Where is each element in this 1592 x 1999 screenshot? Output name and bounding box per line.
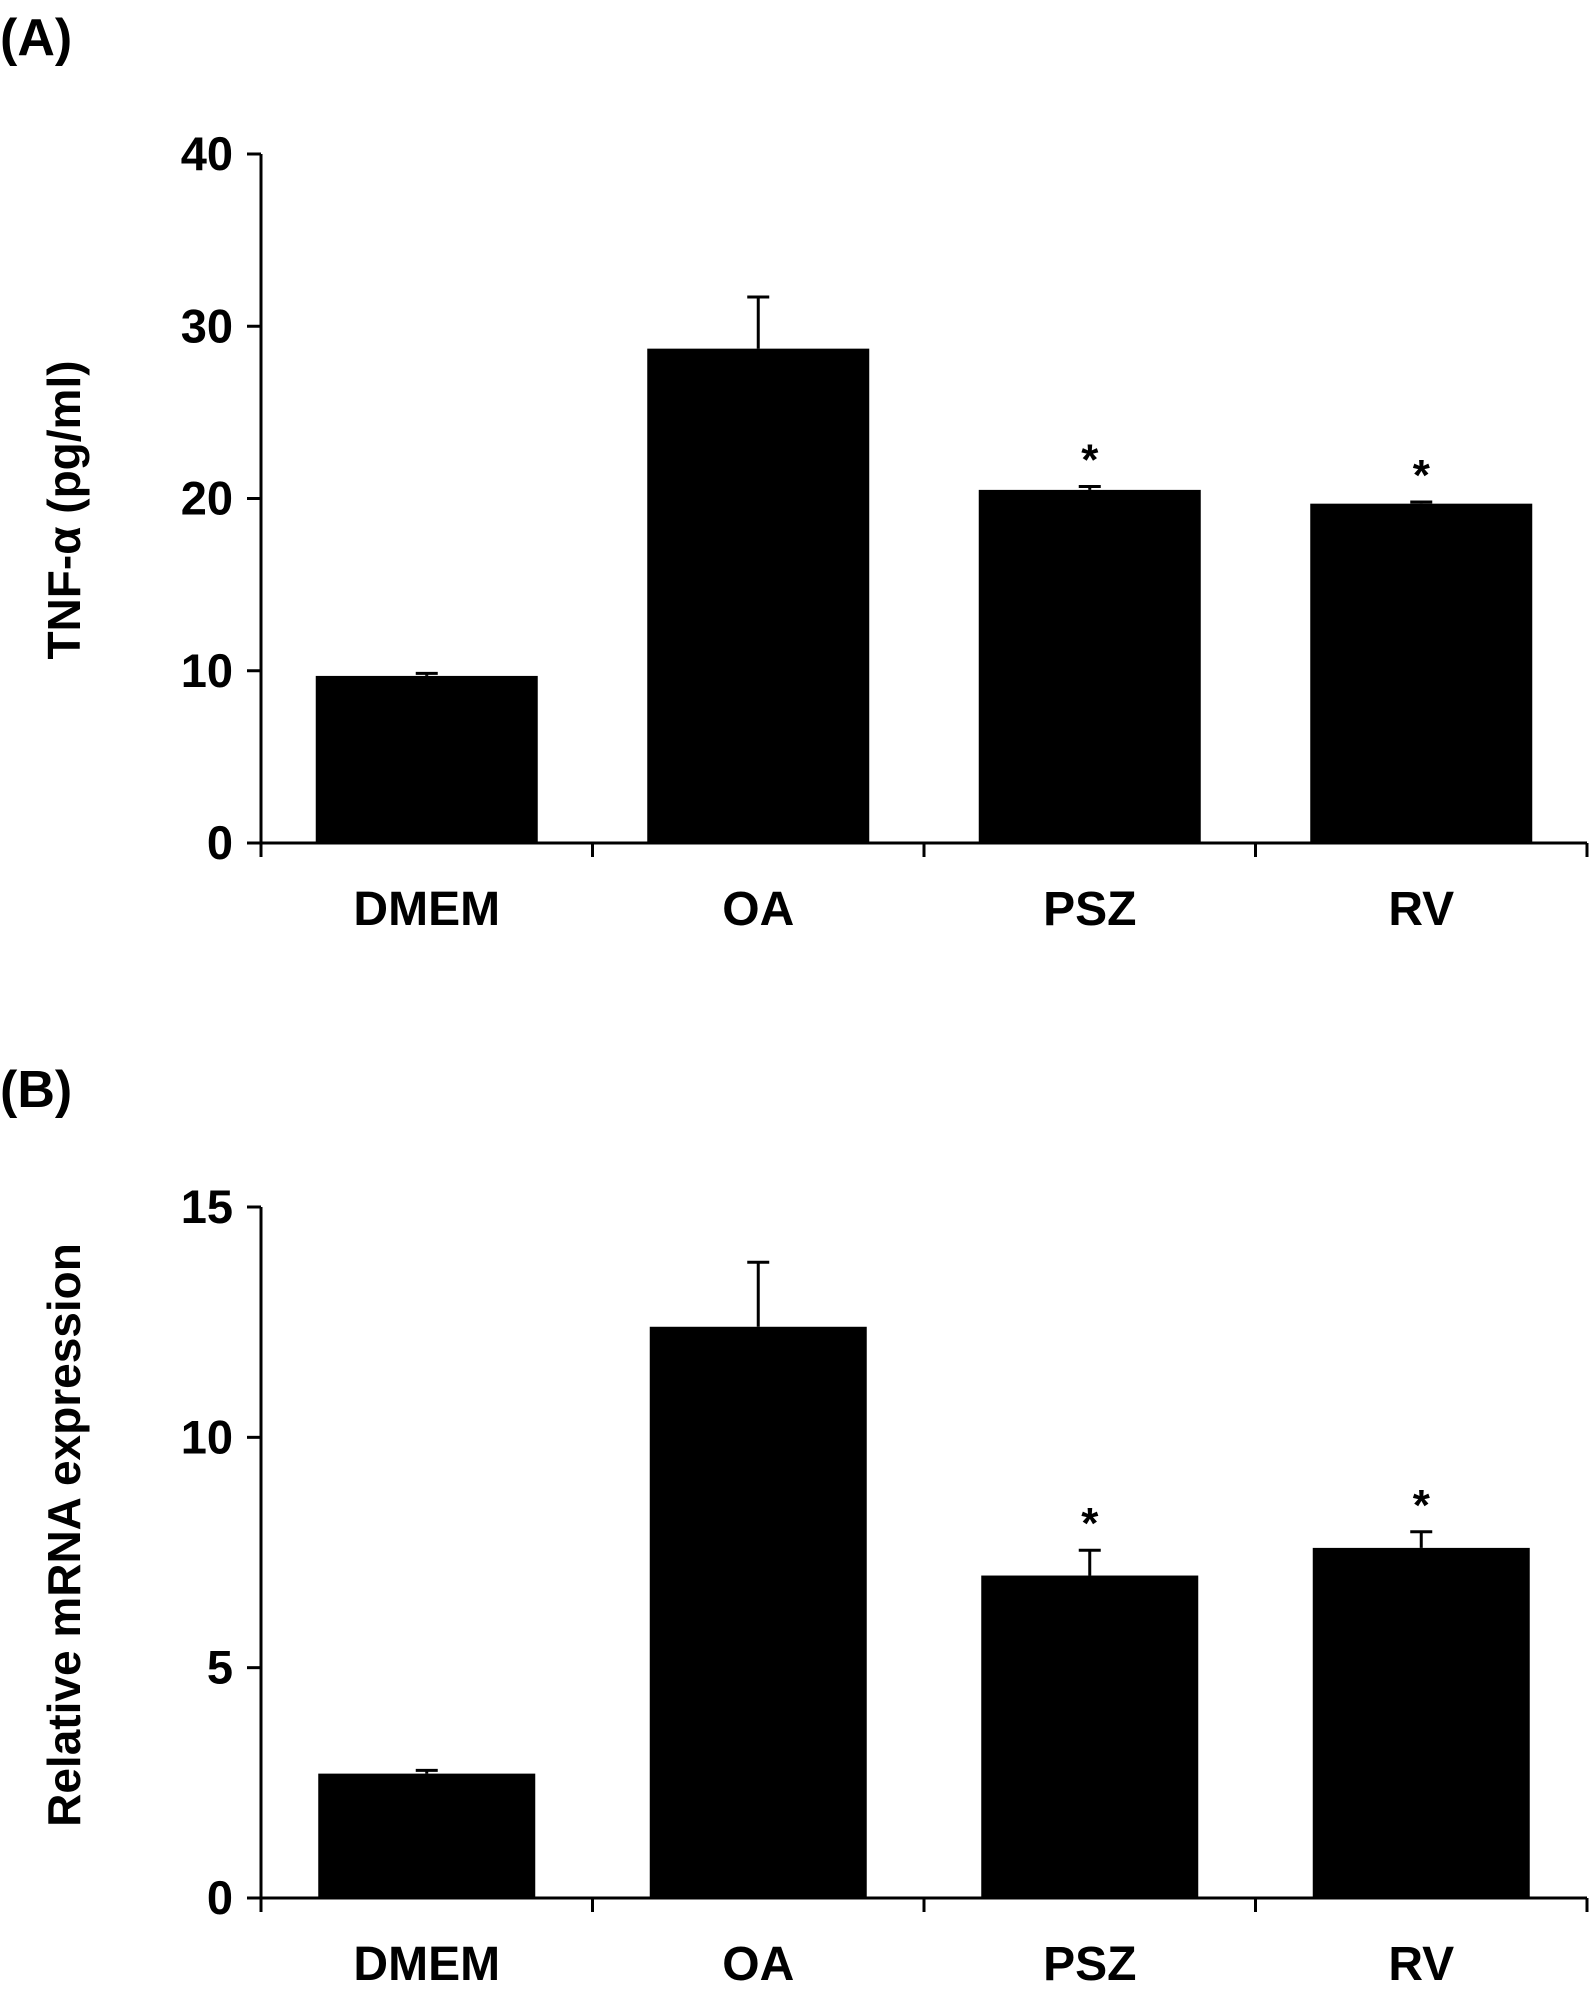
y-tick-label-a: 30 bbox=[181, 299, 233, 352]
y-axis-title-a: TNF-α (pg/ml) bbox=[38, 360, 90, 659]
bar-oa-b bbox=[649, 1326, 867, 1898]
bar-dmem-b bbox=[318, 1773, 536, 1898]
significance-mark-rv-b: * bbox=[1413, 1481, 1431, 1530]
y-axis-title-b: Relative mRNA expression bbox=[38, 1243, 90, 1827]
bar-dmem-a bbox=[315, 675, 538, 843]
y-tick-label-a: 0 bbox=[207, 816, 233, 869]
x-category-label-rv-b: RV bbox=[1388, 1938, 1454, 1991]
panel-label-b: (B) bbox=[0, 1061, 72, 1119]
x-category-label-dmem-b: DMEM bbox=[353, 1938, 500, 1991]
y-tick-label-a: 20 bbox=[181, 472, 233, 525]
panel-label-a: (A) bbox=[0, 9, 72, 67]
y-tick-label-a: 10 bbox=[181, 644, 233, 697]
significance-mark-rv-a: * bbox=[1413, 451, 1431, 500]
bar-oa-a bbox=[647, 348, 870, 843]
x-category-label-oa-b: OA bbox=[722, 1938, 794, 1991]
bar-rv-a bbox=[1310, 503, 1533, 843]
y-tick-label-b: 10 bbox=[181, 1410, 233, 1463]
bar-psz-b bbox=[981, 1575, 1199, 1898]
x-category-label-dmem-a: DMEM bbox=[353, 883, 500, 936]
chart-panel-a: (A) TNF-α (pg/ml) 0 10 20 30 40 DMEM OA * PSZ * RV bbox=[0, 9, 1589, 936]
x-category-label-psz-b: PSZ bbox=[1043, 1938, 1136, 1991]
significance-mark-psz-a: * bbox=[1081, 435, 1099, 484]
bar-psz-a bbox=[978, 489, 1201, 843]
y-tick-label-b: 5 bbox=[207, 1641, 233, 1694]
plot-area-b: 0 5 10 15 DMEM OA * PSZ * RV bbox=[181, 1180, 1589, 1991]
x-category-label-rv-a: RV bbox=[1388, 883, 1454, 936]
x-category-label-psz-a: PSZ bbox=[1043, 883, 1136, 936]
significance-mark-psz-b: * bbox=[1081, 1499, 1099, 1548]
y-tick-label-b: 0 bbox=[207, 1871, 233, 1924]
y-tick-label-a: 40 bbox=[181, 127, 233, 180]
chart-panel-b: (B) Relative mRNA expression 0 5 10 15 DMEM O… bbox=[0, 1061, 1589, 1991]
x-category-label-oa-a: OA bbox=[722, 883, 794, 936]
bar-rv-b bbox=[1312, 1547, 1530, 1898]
plot-area-a: 0 10 20 30 40 DMEM OA * PSZ * RV bbox=[181, 127, 1589, 936]
y-tick-label-b: 15 bbox=[181, 1180, 233, 1233]
